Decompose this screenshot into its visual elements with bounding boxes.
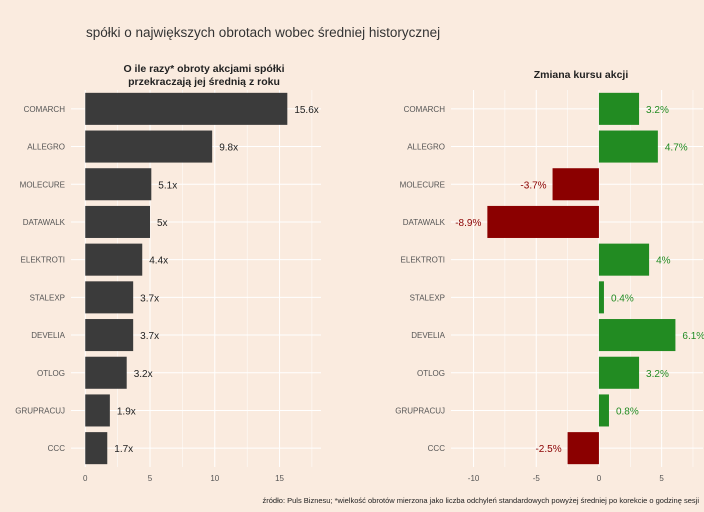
- left-category-label: ELEKTROTI: [21, 256, 65, 265]
- right-bar: [598, 356, 640, 389]
- left-bar: [85, 319, 134, 352]
- right-data-label: 6.1%: [682, 331, 704, 342]
- right-category-label: CCC: [428, 444, 446, 453]
- right-tick-label: 0: [597, 474, 602, 483]
- right-category-label: DEVELIA: [411, 331, 445, 340]
- right-data-label: 4%: [656, 256, 671, 267]
- right-bar: [567, 432, 599, 465]
- left-category-label: DATAWALK: [23, 218, 66, 227]
- chart-title: spółki o największych obrotach wobec śre…: [86, 25, 440, 40]
- left-bar: [85, 394, 110, 427]
- left-bar: [85, 205, 151, 238]
- right-panel-title: Zmiana kursu akcji: [534, 69, 629, 81]
- left-tick-label: 0: [83, 474, 88, 483]
- right-bar: [598, 319, 676, 352]
- left-tick-label: 10: [210, 474, 219, 483]
- right-category-label: STALEXP: [410, 293, 445, 302]
- right-bar: [552, 168, 599, 201]
- right-category-label: DATAWALK: [403, 218, 446, 227]
- right-tick-label: -10: [468, 474, 480, 483]
- right-bar: [598, 92, 640, 125]
- left-data-label: 3.7x: [140, 331, 159, 342]
- right-category-label: ALLEGRO: [407, 143, 445, 152]
- left-bar: [85, 130, 213, 163]
- right-category-label: OTLOG: [417, 369, 445, 378]
- left-category-label: COMARCH: [24, 105, 66, 114]
- left-category-label: STALEXP: [30, 293, 65, 302]
- right-category-label: ELEKTROTI: [401, 256, 445, 265]
- left-data-label: 9.8x: [219, 143, 238, 154]
- left-data-label: 15.6x: [294, 105, 318, 116]
- left-data-label: 3.7x: [140, 293, 159, 304]
- left-category-label: DEVELIA: [31, 331, 65, 340]
- right-data-label: 4.7%: [665, 143, 688, 154]
- right-bar: [598, 243, 650, 276]
- right-data-label: 0.8%: [616, 406, 639, 417]
- left-panel-title-line-1: O ile razy* obroty akcjami spółki: [123, 63, 284, 75]
- right-data-label: -3.7%: [520, 180, 546, 191]
- right-category-label: COMARCH: [404, 105, 446, 114]
- right-category-label: GRUPRACUJ: [395, 406, 445, 415]
- left-category-label: ALLEGRO: [27, 143, 65, 152]
- left-data-label: 5x: [157, 218, 168, 229]
- right-data-label: -2.5%: [535, 444, 561, 455]
- right-category-label: MOLECURE: [400, 180, 445, 189]
- left-category-label: GRUPRACUJ: [15, 406, 65, 415]
- right-data-label: 3.2%: [646, 105, 669, 116]
- left-data-label: 1.9x: [117, 406, 136, 417]
- left-bar: [85, 243, 143, 276]
- left-panel: 15.6x COMARCH 9.8x ALLEGRO 5.1x MOLECURE 5x DAT…: [15, 90, 321, 483]
- right-data-label: -8.9%: [455, 218, 481, 229]
- left-bar: [85, 168, 152, 201]
- right-bar: [598, 281, 604, 314]
- right-data-label: 3.2%: [646, 369, 669, 380]
- left-category-label: MOLECURE: [20, 180, 65, 189]
- left-data-label: 1.7x: [114, 444, 133, 455]
- right-bar: [598, 130, 658, 163]
- left-data-label: 5.1x: [158, 180, 177, 191]
- left-tick-label: 5: [148, 474, 153, 483]
- right-bar: [598, 394, 609, 427]
- left-bar: [85, 356, 127, 389]
- right-data-label: 0.4%: [611, 293, 634, 304]
- left-category-label: CCC: [48, 444, 66, 453]
- left-data-label: 4.4x: [149, 256, 168, 267]
- right-bar: [487, 205, 599, 238]
- left-bar: [85, 281, 134, 314]
- left-panel-title-line-2: przekraczają jej średnią z roku: [128, 76, 280, 88]
- chart-caption: źródło: Puls Biznesu; *wielkość obrotów …: [263, 496, 700, 505]
- right-tick-label: -5: [533, 474, 541, 483]
- left-bar: [85, 92, 288, 125]
- right-tick-label: 5: [659, 474, 664, 483]
- left-tick-label: 15: [275, 474, 284, 483]
- left-category-label: OTLOG: [37, 369, 65, 378]
- right-panel: 3.2% COMARCH 4.7% ALLEGRO -3.7% MOLECURE -8.9%…: [395, 90, 704, 483]
- left-bar: [85, 432, 108, 465]
- left-data-label: 3.2x: [134, 369, 153, 380]
